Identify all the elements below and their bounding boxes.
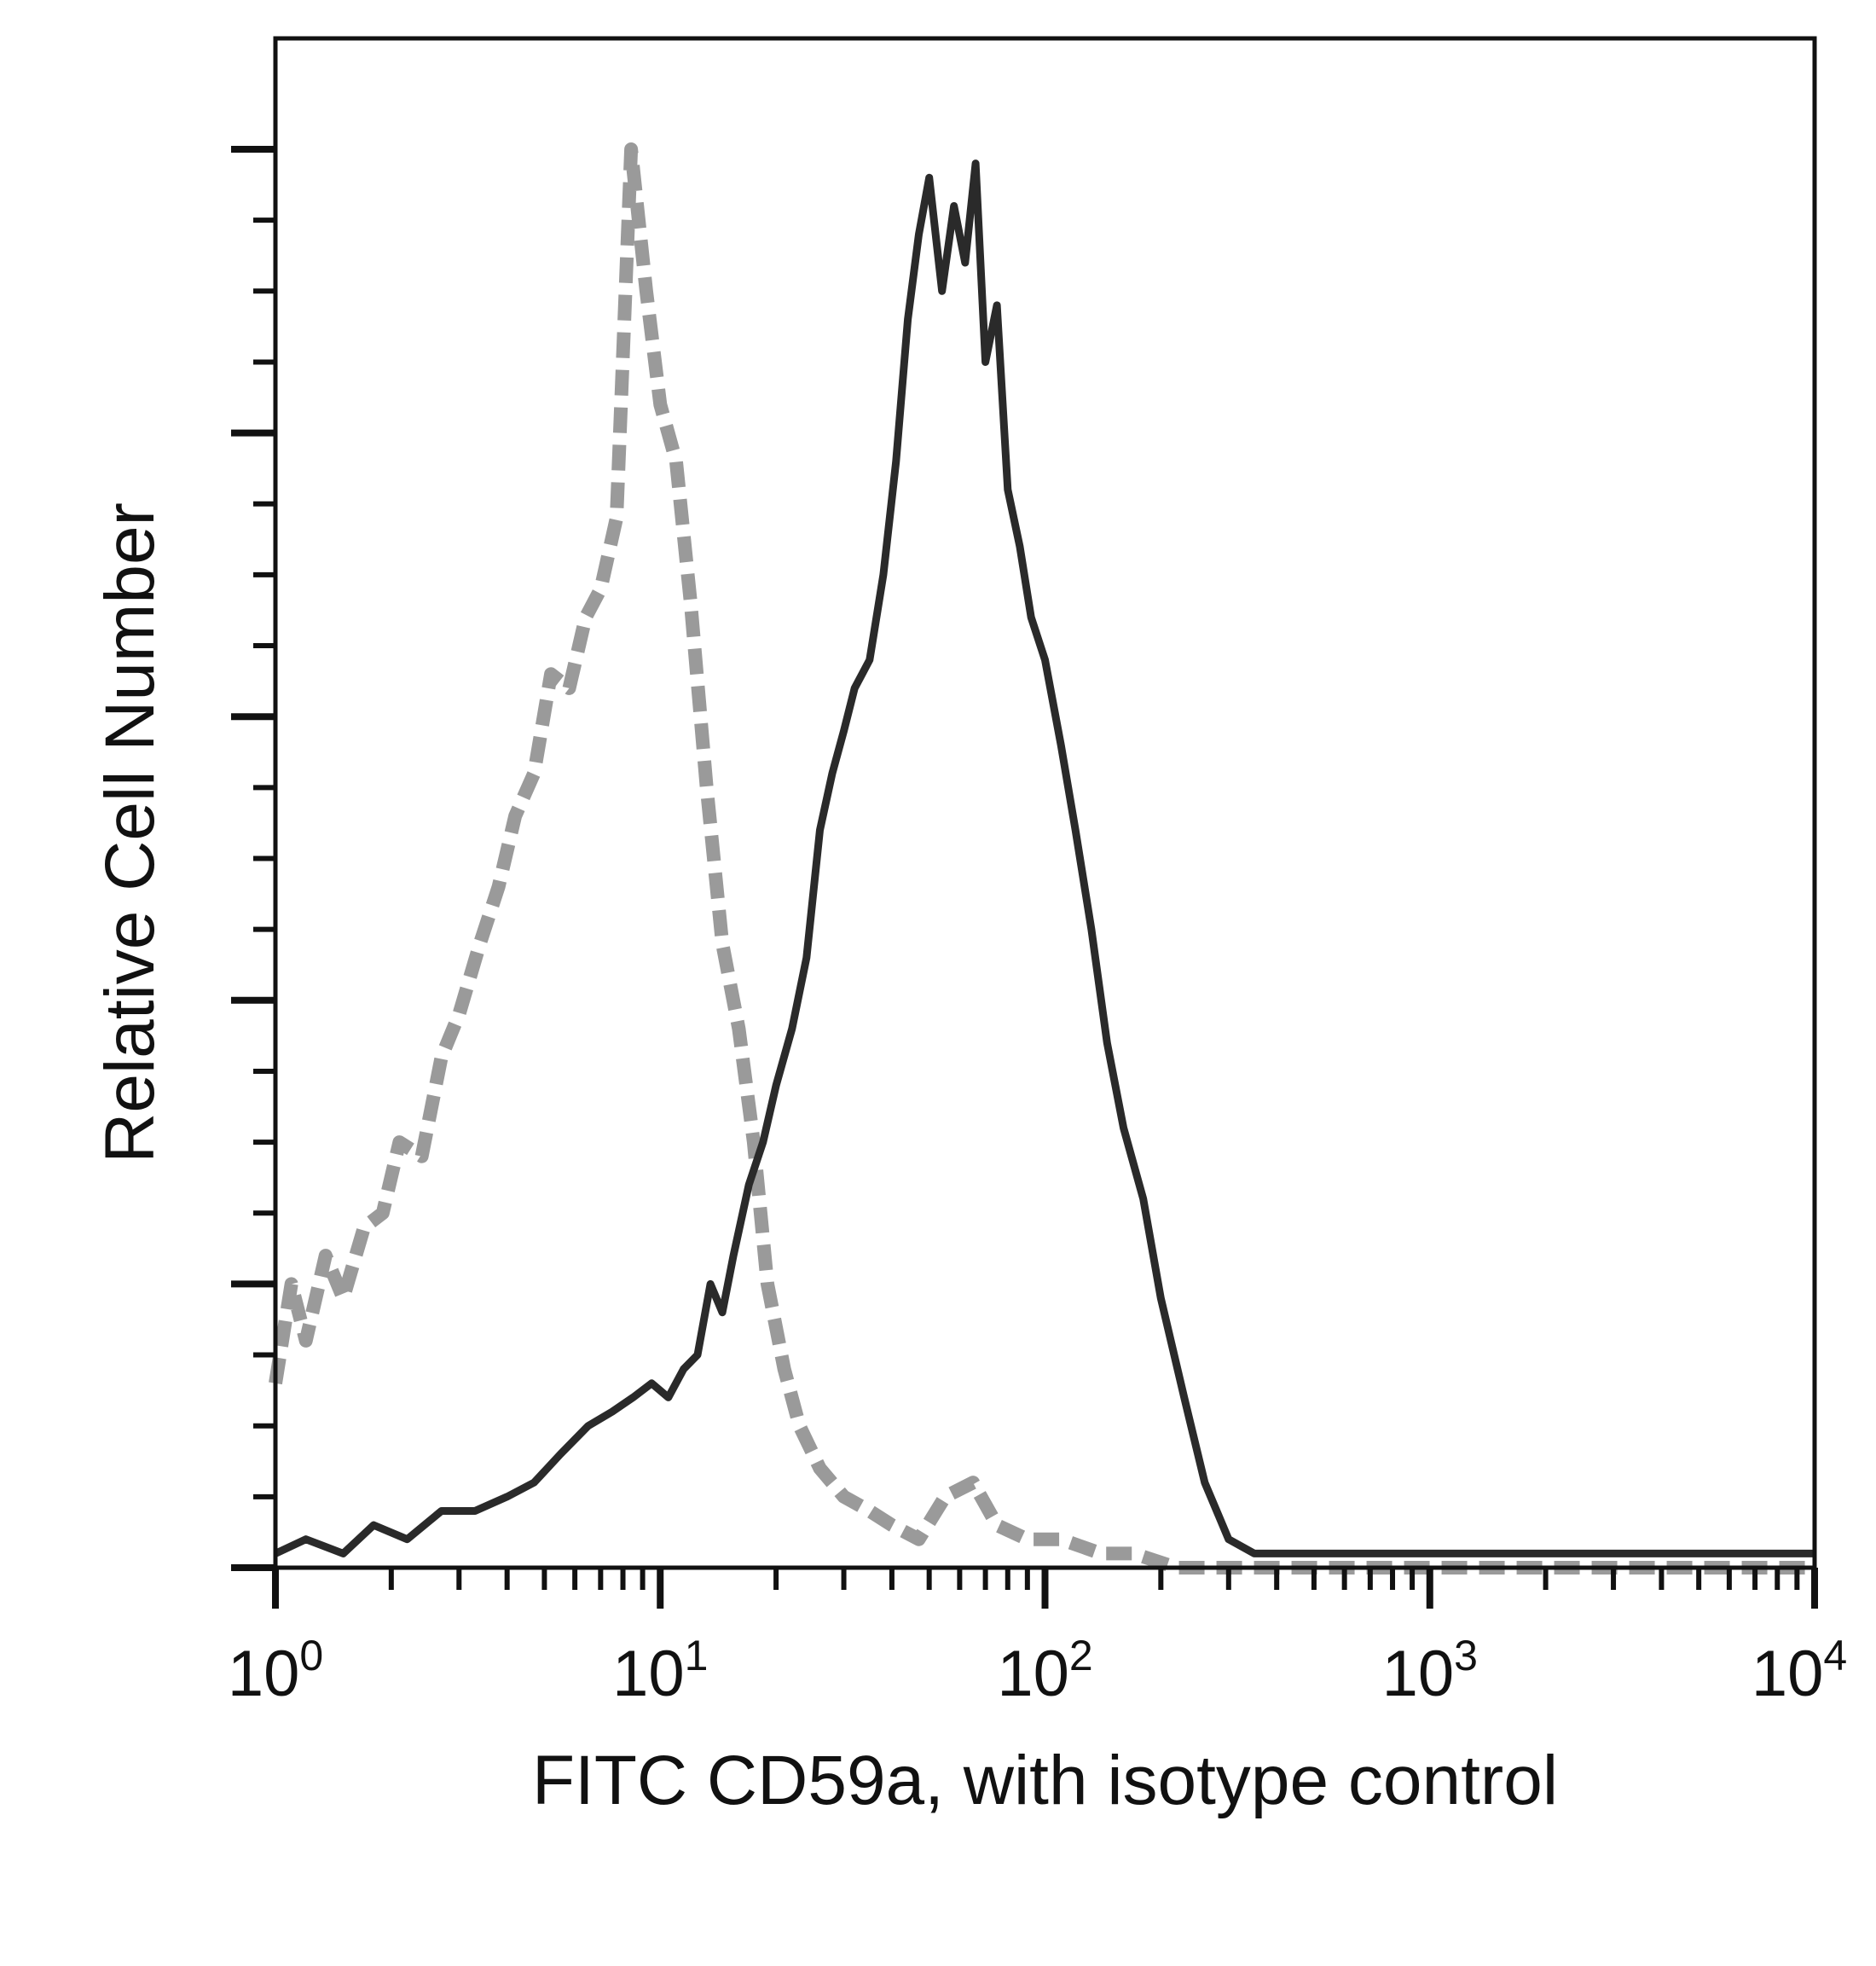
- data-point: [1075, 830, 1076, 831]
- data-point: [869, 659, 870, 660]
- x-tick-label: 101: [612, 1632, 708, 1710]
- x-tick-label-base: 10: [612, 1638, 685, 1710]
- data-point: [441, 1057, 442, 1058]
- data-point: [633, 1397, 634, 1398]
- data-point: [305, 1539, 306, 1540]
- x-tick-label-base: 10: [1382, 1638, 1455, 1710]
- data-point: [479, 943, 480, 944]
- data-point: [551, 674, 552, 675]
- data-point: [534, 1482, 535, 1483]
- data-point: [784, 1369, 785, 1370]
- data-point: [691, 603, 692, 604]
- data-point: [918, 1539, 919, 1540]
- data-point: [819, 830, 820, 831]
- data-point: [706, 787, 707, 788]
- x-tick-label-base: 10: [1752, 1638, 1824, 1710]
- data-point: [515, 815, 516, 816]
- data-point: [749, 1185, 750, 1186]
- data-point: [1031, 617, 1032, 618]
- x-tick-label: 102: [997, 1632, 1092, 1710]
- data-point: [997, 304, 998, 305]
- data-point: [1133, 1553, 1134, 1554]
- y-axis-label: Relative Cell Number: [91, 502, 169, 1163]
- data-point: [399, 1142, 400, 1143]
- data-point: [1027, 1539, 1028, 1540]
- data-point: [1204, 1482, 1205, 1483]
- x-tick-label: 100: [228, 1632, 323, 1710]
- data-point: [907, 319, 908, 320]
- data-point: [1313, 1553, 1314, 1554]
- data-point: [373, 1525, 374, 1526]
- x-tick-label: 104: [1752, 1632, 1847, 1710]
- data-point: [668, 1397, 669, 1398]
- data-point: [753, 1142, 754, 1143]
- data-point: [343, 1553, 344, 1554]
- data-point: [776, 1085, 777, 1086]
- data-point: [1254, 1553, 1255, 1554]
- data-point: [291, 1284, 292, 1285]
- plot-frame: [273, 36, 1817, 1570]
- x-tick-label: 103: [1382, 1632, 1478, 1710]
- data-point: [534, 773, 535, 774]
- data-point: [806, 957, 807, 958]
- x-tick-label-exponent: 3: [1454, 1632, 1478, 1679]
- data-point: [941, 291, 942, 292]
- data-point: [918, 234, 919, 235]
- data-point: [799, 1425, 800, 1426]
- data-point: [767, 1284, 768, 1285]
- y-axis-ticks: [231, 146, 275, 1571]
- x-tick-label-exponent: 4: [1823, 1632, 1847, 1679]
- data-point: [1143, 1198, 1144, 1199]
- data-point: [997, 1525, 998, 1526]
- data-point: [854, 687, 855, 688]
- data-point: [343, 1298, 344, 1299]
- data-point: [498, 886, 499, 887]
- data-point: [945, 1496, 946, 1497]
- data-point: [1019, 546, 1020, 547]
- data-point: [891, 1525, 892, 1526]
- data-point: [832, 773, 833, 774]
- data-point: [1061, 1539, 1062, 1540]
- data-point: [560, 1454, 561, 1455]
- data-point: [1101, 1553, 1102, 1554]
- data-point: [421, 1156, 422, 1157]
- data-point: [710, 1284, 711, 1285]
- histogram-series-1: [269, 142, 1815, 1575]
- x-axis-ticks: [272, 1568, 1818, 1609]
- data-point: [585, 617, 586, 618]
- data-point: [843, 730, 844, 731]
- x-tick-label-exponent: 1: [685, 1632, 709, 1679]
- data-point: [1228, 1539, 1229, 1540]
- data-point: [1107, 1042, 1108, 1043]
- x-tick-label-base: 10: [228, 1638, 300, 1710]
- data-point: [459, 1014, 460, 1015]
- data-point: [819, 1468, 820, 1469]
- data-point: [843, 1496, 844, 1497]
- data-point: [631, 149, 632, 150]
- data-point: [382, 1213, 383, 1214]
- data-point: [722, 943, 723, 944]
- x-tick-label-exponent: 0: [299, 1632, 323, 1679]
- data-point: [964, 263, 965, 264]
- data-point: [722, 1312, 723, 1313]
- x-tick-label-exponent: 2: [1069, 1632, 1093, 1679]
- data-point: [762, 1142, 763, 1143]
- x-axis-label: FITC CD59a, with isotype control: [532, 1742, 1558, 1819]
- data-point: [683, 1369, 684, 1370]
- data-point: [973, 1482, 974, 1483]
- data-point: [1429, 1553, 1430, 1554]
- data-point: [305, 1340, 306, 1341]
- series-layer: [269, 142, 1815, 1575]
- data-point: [569, 687, 570, 688]
- data-point: [660, 404, 661, 405]
- x-tick-label-base: 10: [997, 1638, 1069, 1710]
- x-axis-tick-labels: 100 101 102 103 104: [228, 1632, 1847, 1710]
- data-point: [1613, 1553, 1614, 1554]
- data-point: [407, 1539, 408, 1540]
- histogram-series-2: [274, 159, 1815, 1557]
